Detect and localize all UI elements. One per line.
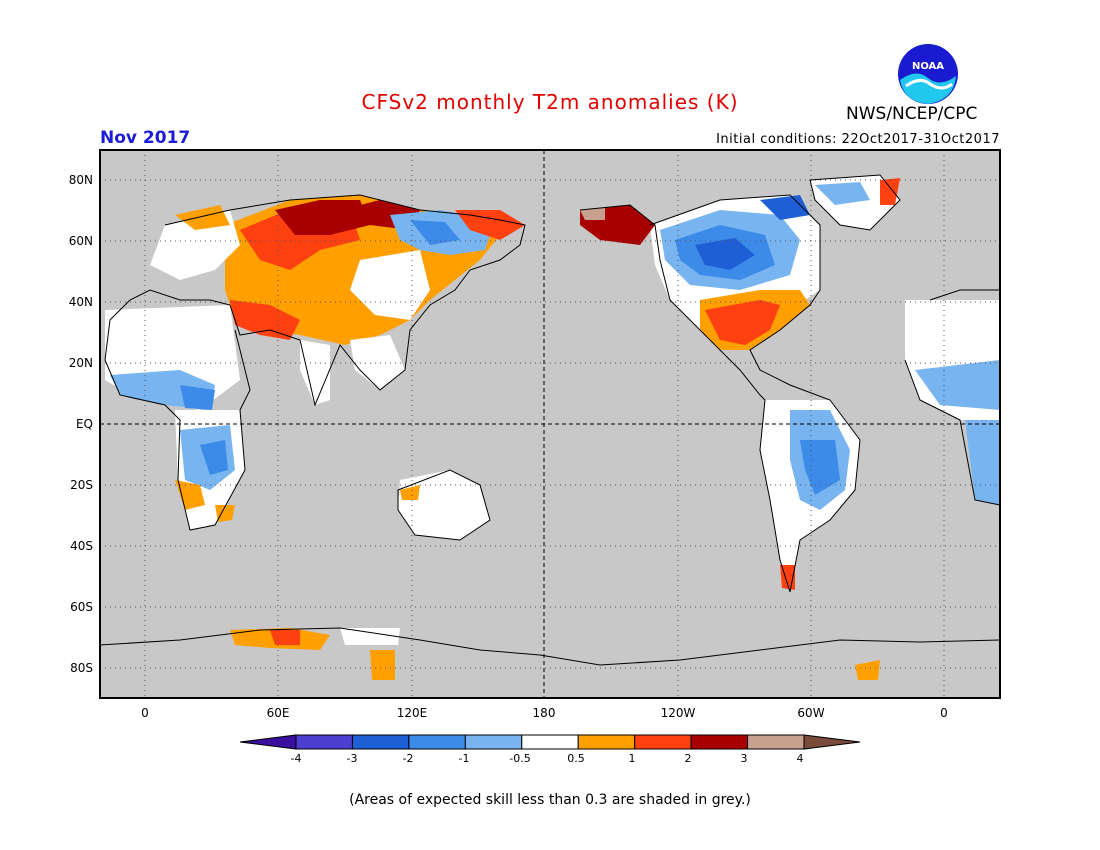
legend-swatch <box>408 734 466 750</box>
lon-label: 120W <box>661 706 696 720</box>
initial-conditions: Initial conditions: 22Oct2017-31Oct2017 <box>716 132 1000 147</box>
agency-name: NWS/NCEP/CPC <box>846 104 978 124</box>
legend-tick: 1 <box>629 752 636 765</box>
legend-swatch <box>634 734 692 750</box>
legend-bars <box>239 734 861 750</box>
legend-swatch <box>239 734 297 750</box>
legend-tick: 4 <box>797 752 804 765</box>
legend-swatch <box>577 734 636 750</box>
map-frame <box>99 149 1001 699</box>
logo-text: NOAA <box>912 61 944 72</box>
lat-label: 80N <box>69 173 93 187</box>
lon-label: 180 <box>533 706 556 720</box>
legend-tick: 2 <box>685 752 692 765</box>
legend-tick: 0.5 <box>567 752 585 765</box>
legend-ticks: -4 -3 -2 -1 -0.5 0.5 1 2 3 4 <box>291 752 804 765</box>
legend-swatch <box>803 734 861 750</box>
legend-tick: -0.5 <box>509 752 530 765</box>
legend-swatch <box>747 734 805 750</box>
lat-label: 20N <box>69 356 93 370</box>
legend-swatch <box>690 734 749 750</box>
legend-swatch <box>351 734 410 750</box>
anomaly-fields <box>105 175 1000 680</box>
lat-label: 20S <box>70 478 93 492</box>
legend-swatch <box>464 734 523 750</box>
chart-title: CFSv2 monthly T2m anomalies (K) <box>361 90 739 114</box>
lon-labels: 0 60E 120E 180 120W 60W 0 <box>141 706 948 720</box>
lat-label: 80S <box>70 661 93 675</box>
legend-tick: 3 <box>741 752 748 765</box>
lat-label: 60S <box>70 600 93 614</box>
lat-label: 60N <box>69 234 93 248</box>
map-gridlines <box>100 150 1000 698</box>
footnote: (Areas of expected skill less than 0.3 a… <box>349 792 751 808</box>
lon-label: 120E <box>397 706 428 720</box>
lat-label: 40N <box>69 295 93 309</box>
legend-tick: -1 <box>459 752 470 765</box>
lat-labels: 80N 60N 40N 20N EQ 20S 40S 60S 80S <box>69 173 93 675</box>
lon-label: 60E <box>267 706 290 720</box>
lon-label: 0 <box>141 706 149 720</box>
forecast-month: Nov 2017 <box>100 128 191 148</box>
coastlines <box>100 174 1000 666</box>
lat-label: 40S <box>70 539 93 553</box>
legend-tick: -3 <box>347 752 358 765</box>
legend-swatch <box>521 734 579 750</box>
noaa-logo: NOAA <box>898 44 958 104</box>
legend-tick: -4 <box>291 752 302 765</box>
lon-label: 60W <box>797 706 824 720</box>
legend-tick: -2 <box>403 752 414 765</box>
lon-label: 0 <box>940 706 948 720</box>
legend-swatch <box>295 734 353 750</box>
lat-label: EQ <box>76 417 93 431</box>
